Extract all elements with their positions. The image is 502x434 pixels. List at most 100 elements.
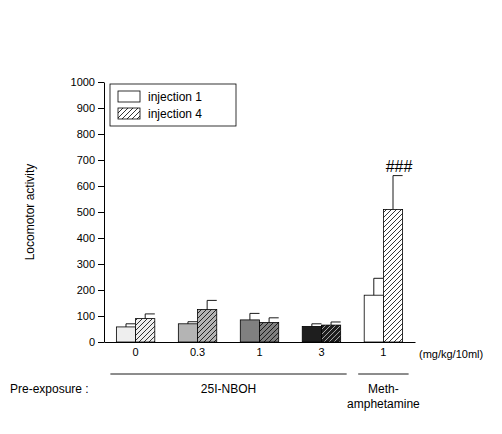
chart: 0 100 200 300 400 500 600 700 800 900 1000 0 0.3 1 3 1 #… bbox=[0, 0, 502, 434]
error-stem bbox=[269, 318, 270, 323]
y-tick: 300 bbox=[77, 258, 104, 270]
series bbox=[116, 278, 383, 342]
y-tick-mark bbox=[98, 82, 104, 83]
y-tick-mark bbox=[98, 238, 104, 239]
group-line bbox=[110, 374, 346, 375]
error-stem bbox=[145, 314, 146, 319]
y-tick-mark bbox=[98, 342, 104, 343]
y-tick-label: 300 bbox=[77, 258, 95, 270]
error-stem bbox=[331, 322, 332, 325]
y-tick-label: 200 bbox=[77, 284, 95, 296]
x-tick-label: 1 bbox=[380, 346, 386, 358]
x-axis-line bbox=[105, 342, 416, 343]
error-bar bbox=[126, 324, 136, 327]
error-bar bbox=[331, 322, 341, 325]
y-tick-mark bbox=[98, 212, 104, 213]
error-cap bbox=[145, 313, 155, 314]
group-label-line: 25I-NBOH bbox=[201, 382, 256, 396]
error-bar bbox=[269, 318, 279, 323]
legend-item: injection 4 bbox=[118, 107, 202, 121]
error-cap bbox=[393, 175, 403, 176]
x-axis-title: (mg/kg/10ml) bbox=[419, 348, 483, 360]
bar bbox=[260, 323, 279, 343]
y-tick: 600 bbox=[77, 180, 104, 192]
y-tick-label: 900 bbox=[77, 102, 95, 114]
bar bbox=[302, 326, 321, 342]
y-tick-mark bbox=[98, 316, 104, 317]
bar bbox=[178, 324, 197, 342]
error-stem bbox=[207, 300, 208, 309]
error-cap bbox=[374, 278, 384, 279]
y-tick: 200 bbox=[77, 284, 104, 296]
y-tick-mark bbox=[98, 264, 104, 265]
bar bbox=[136, 319, 155, 342]
x-tick-label: 0 bbox=[133, 346, 139, 358]
annotation: ### bbox=[386, 158, 413, 175]
y-tick-label: 500 bbox=[77, 206, 95, 218]
error-bar bbox=[393, 176, 403, 210]
legend-swatch bbox=[118, 108, 140, 119]
error-bar bbox=[188, 322, 198, 324]
x-tick: 1 bbox=[256, 342, 262, 358]
x-tick: 3 bbox=[318, 342, 324, 358]
x-axis: 0 0.3 1 3 1 bbox=[105, 342, 416, 358]
bar bbox=[383, 209, 402, 342]
group-label: Meth-amphetamine bbox=[347, 382, 420, 411]
error-cap bbox=[188, 321, 198, 322]
y-tick-label: 700 bbox=[77, 154, 95, 166]
bar bbox=[198, 310, 217, 343]
legend: injection 1 injection 4 bbox=[110, 84, 236, 126]
y-tick-label: 1000 bbox=[71, 76, 95, 88]
error-cap bbox=[207, 300, 217, 301]
error-cap bbox=[331, 321, 341, 322]
y-axis: 0 100 200 300 400 500 600 700 800 900 1000 bbox=[71, 76, 105, 348]
error-bar bbox=[207, 300, 217, 309]
y-axis-title: Locomotor activity bbox=[23, 164, 37, 261]
legend-label: injection 1 bbox=[148, 90, 202, 104]
y-tick-mark bbox=[98, 186, 104, 187]
group-label-line: amphetamine bbox=[347, 397, 420, 411]
x-tick-label: 0.3 bbox=[190, 346, 205, 358]
error-bar bbox=[312, 324, 322, 327]
error-stem bbox=[249, 313, 250, 320]
error-stem bbox=[125, 324, 126, 327]
error-cap bbox=[269, 317, 279, 318]
y-tick-label: 800 bbox=[77, 128, 95, 140]
x-tick-label: 3 bbox=[318, 346, 324, 358]
y-tick-label: 400 bbox=[77, 232, 95, 244]
bars bbox=[116, 176, 402, 342]
x-tick: 0.3 bbox=[190, 342, 205, 358]
error-stem bbox=[373, 278, 374, 295]
legend-swatch bbox=[118, 91, 140, 102]
x-tick: 1 bbox=[380, 342, 386, 358]
legend-label: injection 4 bbox=[148, 107, 202, 121]
error-stem bbox=[393, 176, 394, 210]
legend-frame bbox=[110, 84, 236, 126]
error-bar bbox=[145, 314, 155, 319]
y-tick: 0 bbox=[89, 336, 104, 348]
error-cap bbox=[250, 313, 260, 314]
y-tick: 800 bbox=[77, 128, 104, 140]
group-label-line: Meth- bbox=[368, 382, 399, 396]
series bbox=[136, 176, 403, 342]
plot: 0 100 200 300 400 500 600 700 800 900 1000 0 0.3 1 3 1 #… bbox=[71, 76, 416, 358]
error-bar bbox=[374, 278, 384, 295]
y-tick-label: 100 bbox=[77, 310, 95, 322]
y-tick: 100 bbox=[77, 310, 104, 322]
y-tick-mark bbox=[98, 134, 104, 135]
bar bbox=[321, 325, 340, 342]
error-cap bbox=[126, 323, 136, 324]
y-tick-label: 0 bbox=[89, 336, 95, 348]
y-tick: 1000 bbox=[71, 76, 104, 88]
group-label: 25I-NBOH bbox=[201, 382, 256, 396]
y-tick-mark bbox=[98, 290, 104, 291]
y-tick: 900 bbox=[77, 102, 104, 114]
y-tick-mark bbox=[98, 108, 104, 109]
x-tick: 0 bbox=[133, 342, 139, 358]
bar bbox=[240, 320, 259, 342]
y-tick: 400 bbox=[77, 232, 104, 244]
error-cap bbox=[312, 323, 322, 324]
legend-item: injection 1 bbox=[118, 90, 202, 104]
group-line bbox=[358, 374, 408, 375]
y-tick: 500 bbox=[77, 206, 104, 218]
